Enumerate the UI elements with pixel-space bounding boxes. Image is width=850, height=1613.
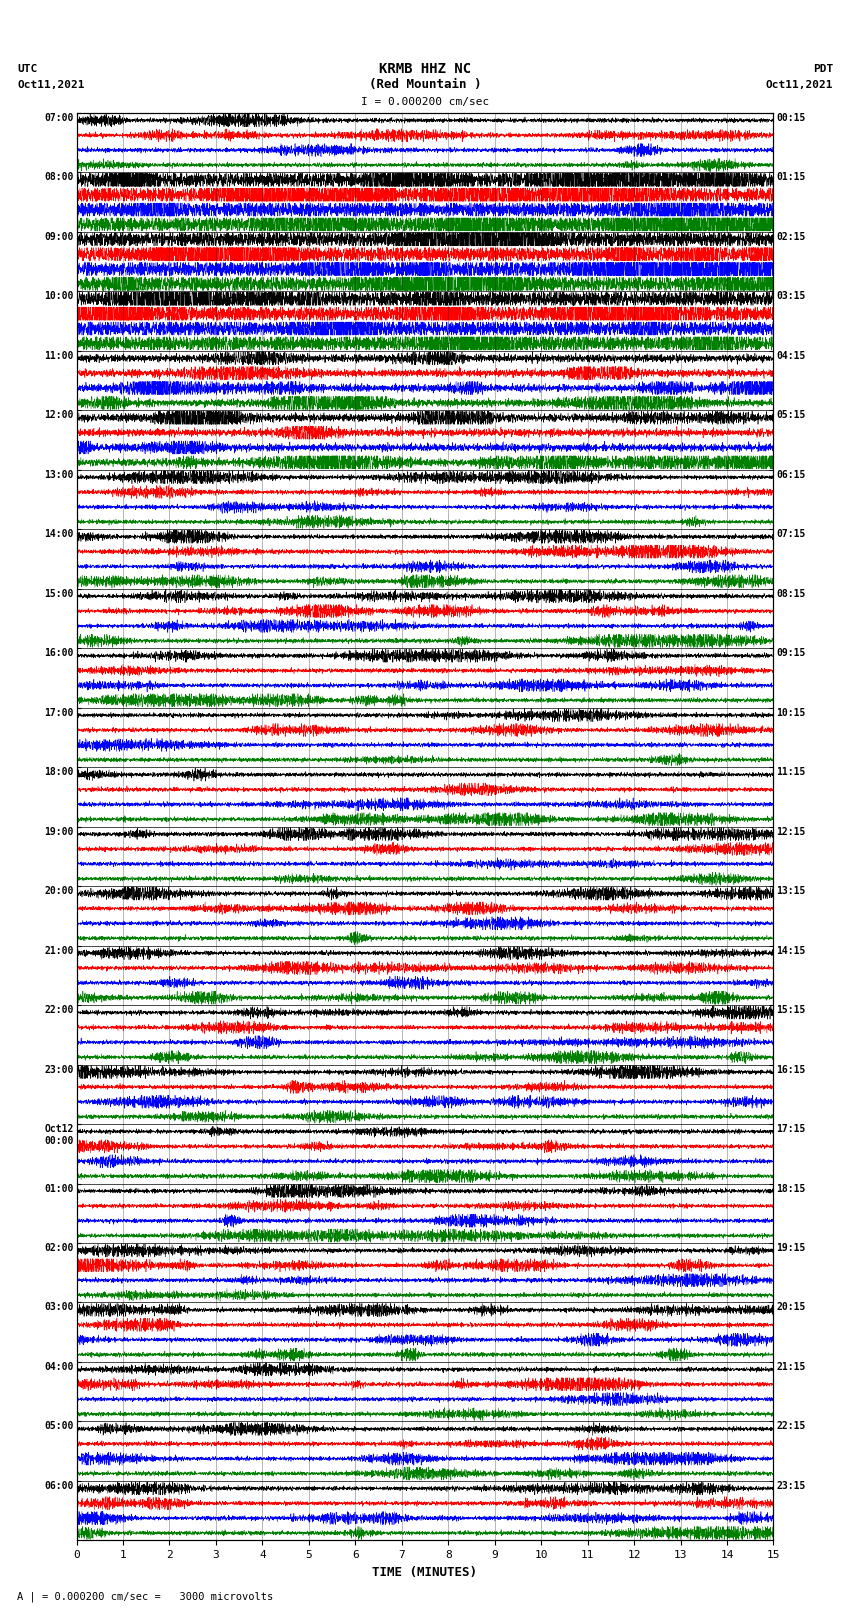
Text: Oct11,2021: Oct11,2021 [766,79,833,90]
Text: Oct11,2021: Oct11,2021 [17,79,84,90]
Text: KRMB HHZ NC: KRMB HHZ NC [379,61,471,76]
Text: (Red Mountain ): (Red Mountain ) [369,77,481,92]
X-axis label: TIME (MINUTES): TIME (MINUTES) [372,1566,478,1579]
Text: I = 0.000200 cm/sec: I = 0.000200 cm/sec [361,97,489,106]
Text: UTC: UTC [17,63,37,74]
Text: A | = 0.000200 cm/sec =   3000 microvolts: A | = 0.000200 cm/sec = 3000 microvolts [17,1592,273,1602]
Text: PDT: PDT [813,63,833,74]
